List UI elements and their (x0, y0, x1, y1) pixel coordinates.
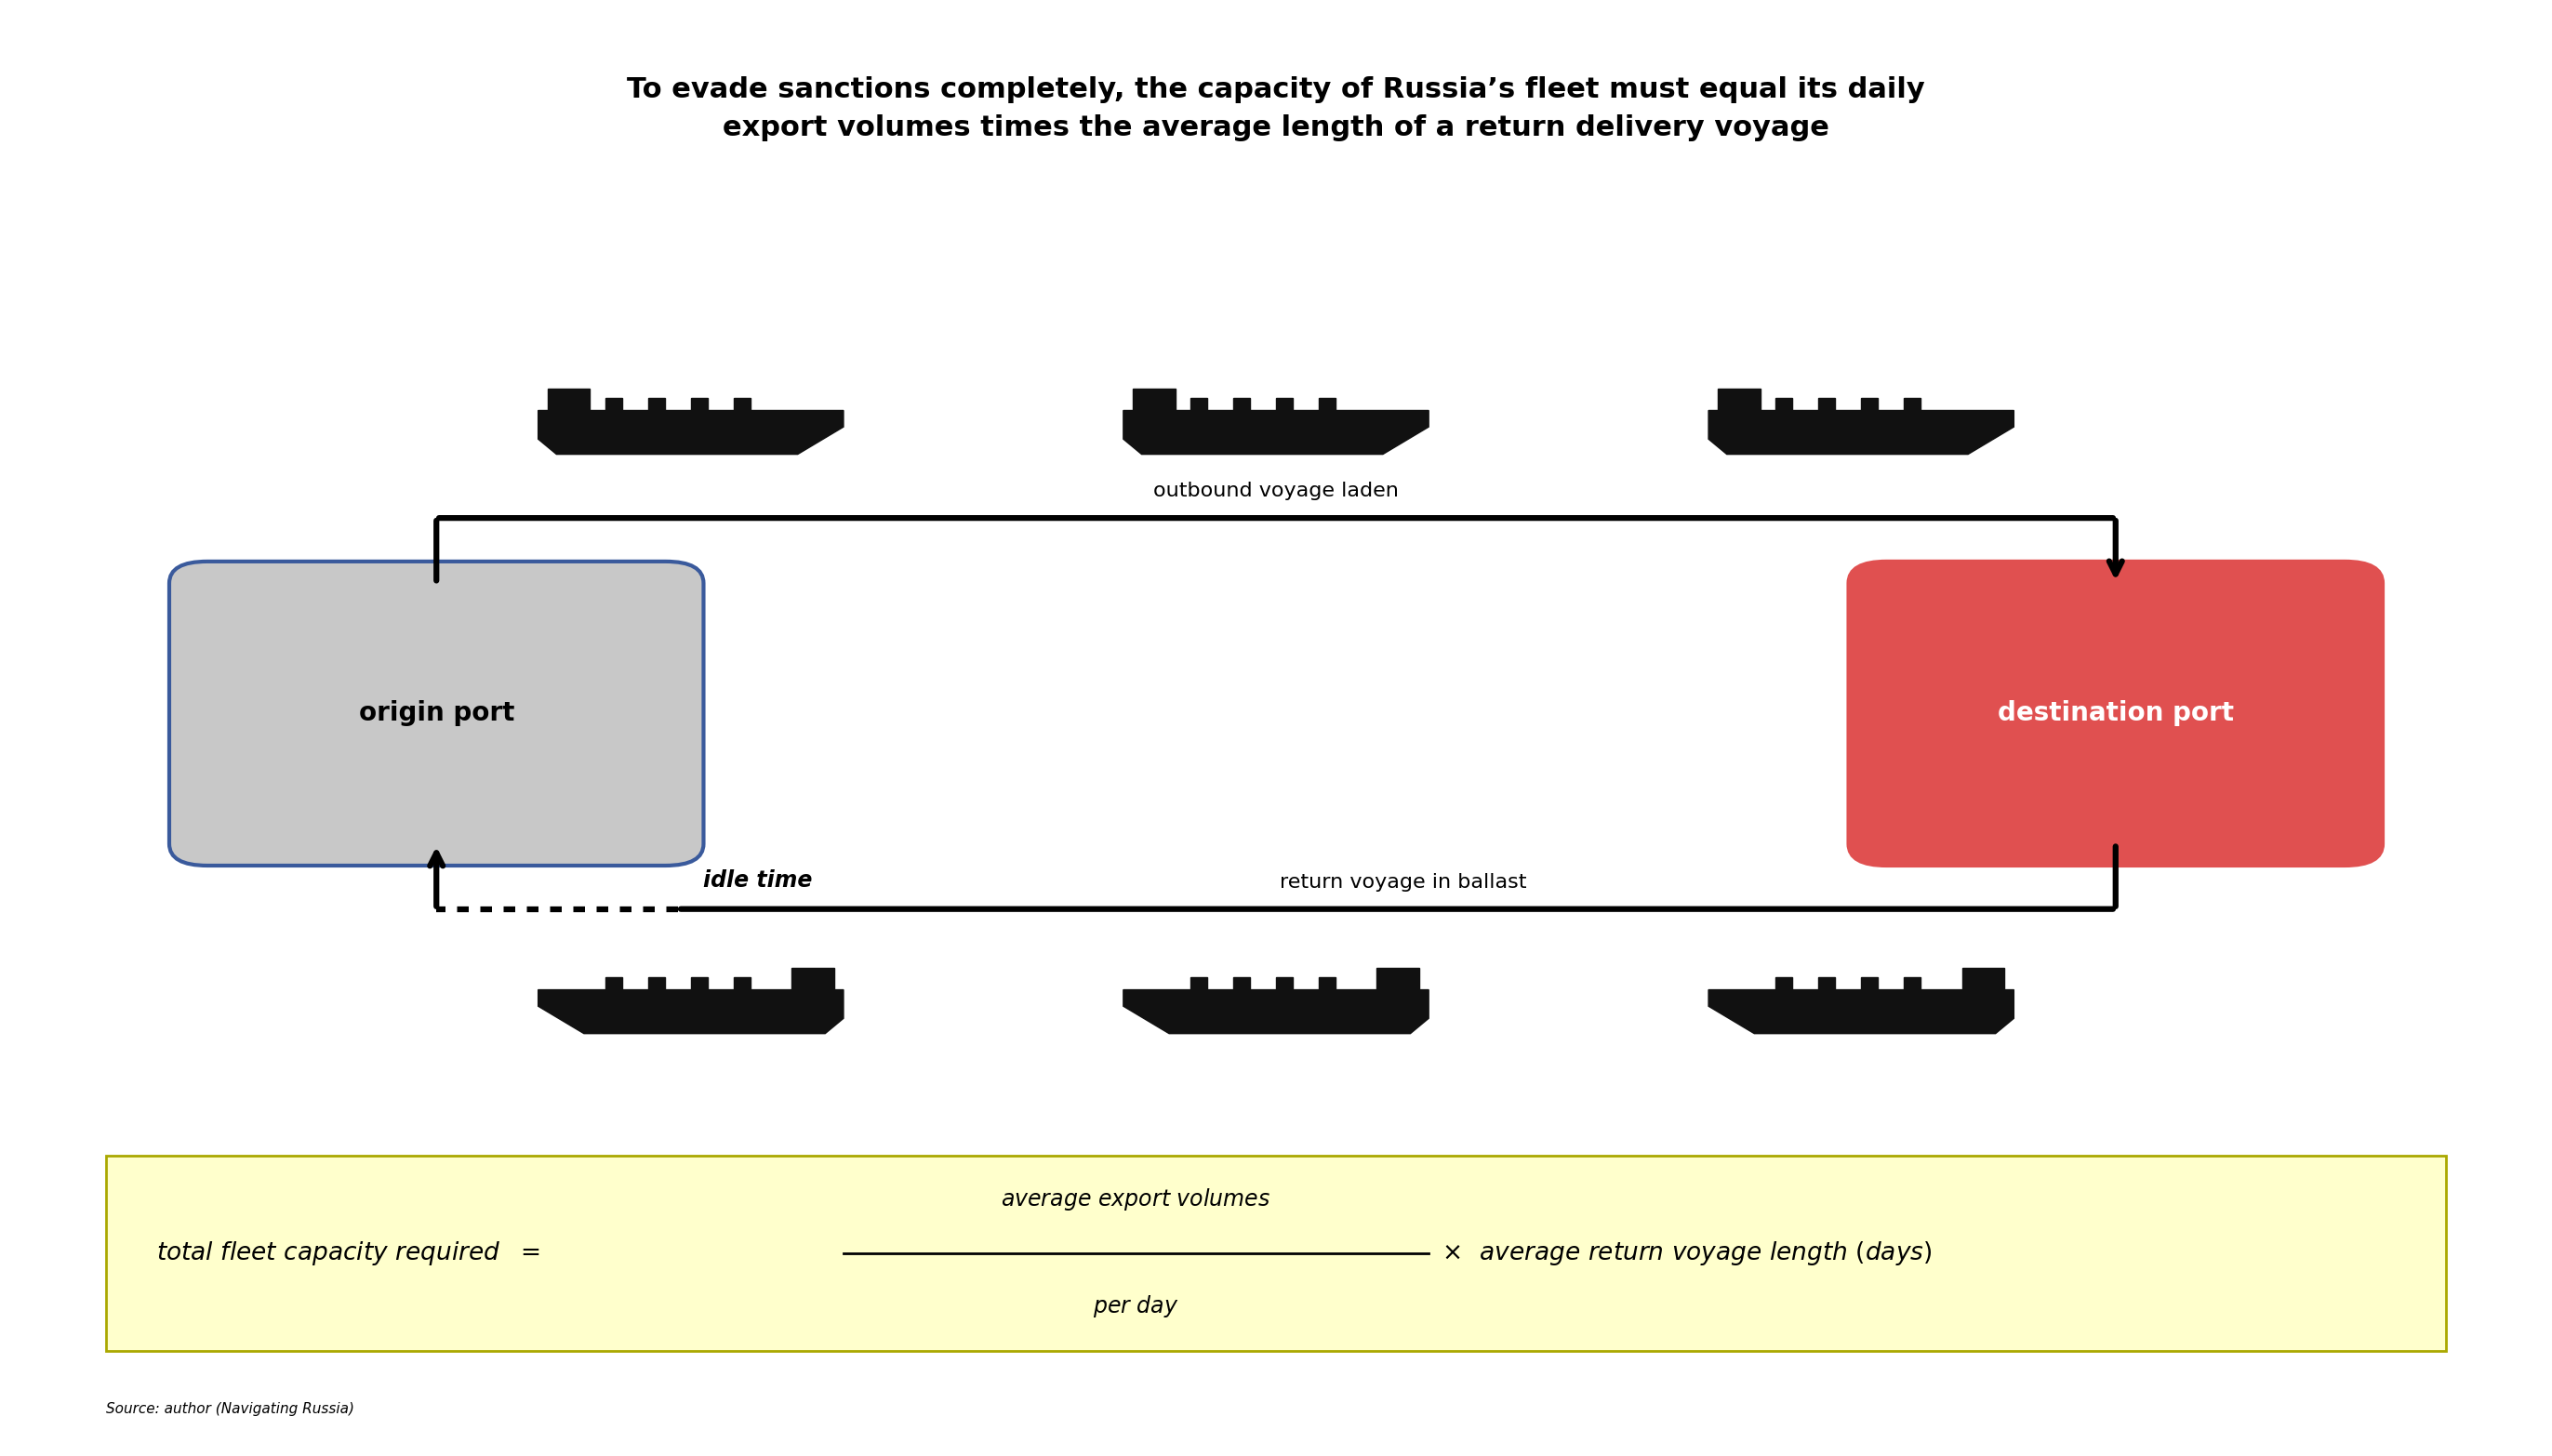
FancyBboxPatch shape (1820, 399, 1835, 411)
FancyBboxPatch shape (1860, 399, 1878, 411)
FancyBboxPatch shape (1860, 977, 1878, 990)
Polygon shape (538, 990, 845, 1034)
FancyBboxPatch shape (1376, 968, 1419, 990)
FancyBboxPatch shape (605, 399, 623, 411)
Text: $\mathit{total\ fleet\ capacity\ required}$  $=$: $\mathit{total\ fleet\ capacity\ require… (156, 1239, 556, 1267)
Text: $\mathit{per\ day}$: $\mathit{per\ day}$ (1092, 1293, 1179, 1319)
Text: To evade sanctions completely, the capacity of Russia’s fleet must equal its dai: To evade sanctions completely, the capac… (628, 76, 1924, 141)
Text: Source: author (Navigating Russia): Source: author (Navigating Russia) (105, 1402, 355, 1415)
FancyBboxPatch shape (1233, 399, 1250, 411)
FancyBboxPatch shape (1276, 399, 1294, 411)
FancyBboxPatch shape (1276, 977, 1294, 990)
FancyBboxPatch shape (648, 977, 666, 990)
FancyBboxPatch shape (648, 399, 666, 411)
Polygon shape (1123, 411, 1429, 454)
FancyBboxPatch shape (1133, 389, 1176, 411)
FancyBboxPatch shape (732, 399, 750, 411)
FancyBboxPatch shape (1776, 399, 1792, 411)
Text: idle time: idle time (704, 869, 812, 891)
Text: $\mathit{average\ export\ volumes}$: $\mathit{average\ export\ volumes}$ (1000, 1187, 1271, 1213)
Text: $\times$  $\mathit{average\ return\ voyage\ length\ (days)}$: $\times$ $\mathit{average\ return\ voyag… (1442, 1239, 1932, 1267)
FancyBboxPatch shape (1717, 389, 1761, 411)
Polygon shape (1707, 990, 2014, 1034)
FancyBboxPatch shape (1848, 562, 2384, 865)
Text: outbound voyage laden: outbound voyage laden (1154, 482, 1398, 501)
FancyBboxPatch shape (692, 399, 707, 411)
FancyBboxPatch shape (1776, 977, 1792, 990)
FancyBboxPatch shape (1319, 399, 1335, 411)
FancyBboxPatch shape (1904, 399, 1922, 411)
Text: return voyage in ballast: return voyage in ballast (1279, 874, 1526, 891)
FancyBboxPatch shape (1962, 968, 2006, 990)
Text: origin port: origin port (360, 700, 516, 727)
FancyBboxPatch shape (692, 977, 707, 990)
FancyBboxPatch shape (105, 1155, 2447, 1351)
Polygon shape (1123, 990, 1429, 1034)
FancyBboxPatch shape (546, 389, 590, 411)
Polygon shape (538, 411, 845, 454)
FancyBboxPatch shape (168, 562, 704, 865)
FancyBboxPatch shape (1192, 977, 1207, 990)
FancyBboxPatch shape (1319, 977, 1335, 990)
FancyBboxPatch shape (1904, 977, 1922, 990)
Polygon shape (1707, 411, 2014, 454)
FancyBboxPatch shape (605, 977, 623, 990)
FancyBboxPatch shape (1820, 977, 1835, 990)
FancyBboxPatch shape (1233, 977, 1250, 990)
Text: destination port: destination port (1998, 700, 2233, 727)
FancyBboxPatch shape (1192, 399, 1207, 411)
FancyBboxPatch shape (791, 968, 835, 990)
FancyBboxPatch shape (732, 977, 750, 990)
